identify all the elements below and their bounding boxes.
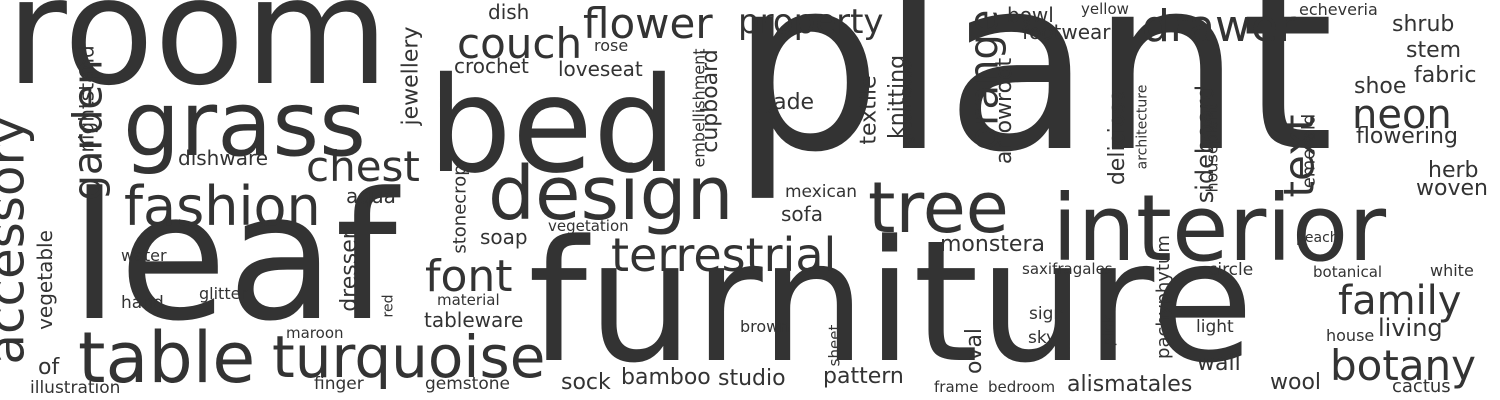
word-dishware: dishware [178,146,269,170]
word-alismatales: alismatales [1067,372,1193,397]
word-botany: botany [1330,341,1477,390]
word-water: water [121,246,167,265]
word-shoe: shoe [1354,74,1407,99]
word-furniture: furniture [528,204,1254,400]
word-tree: tree [868,167,1009,249]
word-bed: bed [428,49,677,203]
word-property: property [738,2,884,42]
word-glitter: glitter [199,284,248,303]
word-drawer: drawer [1142,1,1297,52]
word-living: living [1378,314,1443,342]
word-monstera: monstera [940,232,1045,257]
word-bowl: bowl [1007,3,1054,27]
word-sheet: sheet [825,324,844,367]
word-bamboo: bamboo [621,365,711,390]
word-jewellery: jewellery [398,26,424,126]
word-textile: textile [856,75,882,145]
word-maroon: maroon [286,324,344,342]
word-neon: neon [1352,92,1452,138]
word-design: design [488,151,734,237]
word-illustration: illustration [30,378,121,398]
word-family: family [1338,278,1462,324]
word-circle: circle [1208,260,1254,280]
word-vegetable: vegetable [32,230,57,330]
word-crochet: crochet [454,54,529,78]
word-studio: studio [718,366,786,391]
word-gemstone: gemstone [425,374,510,394]
word-tableware: tableware [424,308,524,332]
word-mexican: mexican [785,182,858,202]
word-material: material [437,291,500,309]
word-arrowroot: arrowroot [992,57,1018,165]
word-chest: chest [306,142,420,191]
word-echeveria: echeveria [1299,0,1378,19]
word-vegetation: vegetation [548,217,629,235]
word-herb: herb [1428,158,1479,183]
word-architecture: architecture [1134,84,1151,170]
word-plant: plant [730,0,1334,205]
word-saxifragales: saxifragales [1022,260,1113,278]
word-flower: flower [583,0,713,48]
word-fabric: fabric [1414,63,1477,88]
word-rose: rose [594,36,629,55]
word-table: table [78,317,256,399]
word-sign: sign [1029,304,1065,324]
word-wool: wool [1270,370,1322,395]
word-flowering: flowering [1356,124,1458,149]
word-leaf: leaf [70,155,397,360]
word-couch: couch [457,19,583,68]
word-aqua: aqua [346,184,396,208]
word-finger: finger [314,374,364,394]
word-white: white [1430,261,1474,280]
word-hand: hand [121,293,164,313]
word-red: red [380,294,397,318]
word-footwear: footwear [1022,20,1111,44]
word-soap: soap [480,225,528,249]
word-stem: stem [1406,38,1462,63]
word-cactus: cactus [1392,376,1451,397]
word-interior: interior [1052,175,1387,282]
word-oval: oval [962,327,988,375]
word-shrub: shrub [1392,12,1455,37]
word-house: house [1326,326,1375,345]
word-pattern: pattern [823,364,904,389]
word-nightstand: nightstand [74,45,99,153]
word-fashion: fashion [124,175,321,238]
word-botanical: botanical [1313,263,1383,281]
word-houseplant: houseplant [1202,103,1222,193]
word-frame: frame [934,378,979,396]
word-light: light [1196,317,1234,337]
word-stonecrop: stonecrop [449,164,471,254]
word-loveseat: loveseat [558,57,643,81]
word-turquoise: turquoise [272,323,546,391]
word-peach: peach [1296,230,1339,246]
word-dish: dish [488,0,530,24]
word-grass: grass [123,72,367,177]
word-room: room [6,0,389,118]
word-wall: wall [1197,351,1241,376]
word-bedroom: bedroom [988,378,1056,396]
word-of: of [38,355,60,380]
word-pachyphytum: pachyphytum [1152,235,1174,359]
word-yellow: yellow [1081,0,1129,18]
word-emerald: emerald [1298,113,1320,189]
word-deliciosa: deliciosa [1105,88,1131,186]
word-terrestrial: terrestrial [611,228,837,282]
word-embellishment: embellishment [689,48,709,168]
word-sky: sky [1028,328,1057,348]
word-greenhouse: greenhouse [899,61,916,145]
word-sock: sock [561,370,611,395]
word-jade: jade [767,90,815,115]
word-accessory: accessory [0,115,36,365]
word-brown: brown [740,317,790,336]
word-woven: woven [1416,176,1488,201]
word-pink: pink [1099,314,1118,347]
word-sofa: sofa [781,202,823,226]
word-dresser: dresser [336,230,362,312]
word-font: font [425,251,513,302]
